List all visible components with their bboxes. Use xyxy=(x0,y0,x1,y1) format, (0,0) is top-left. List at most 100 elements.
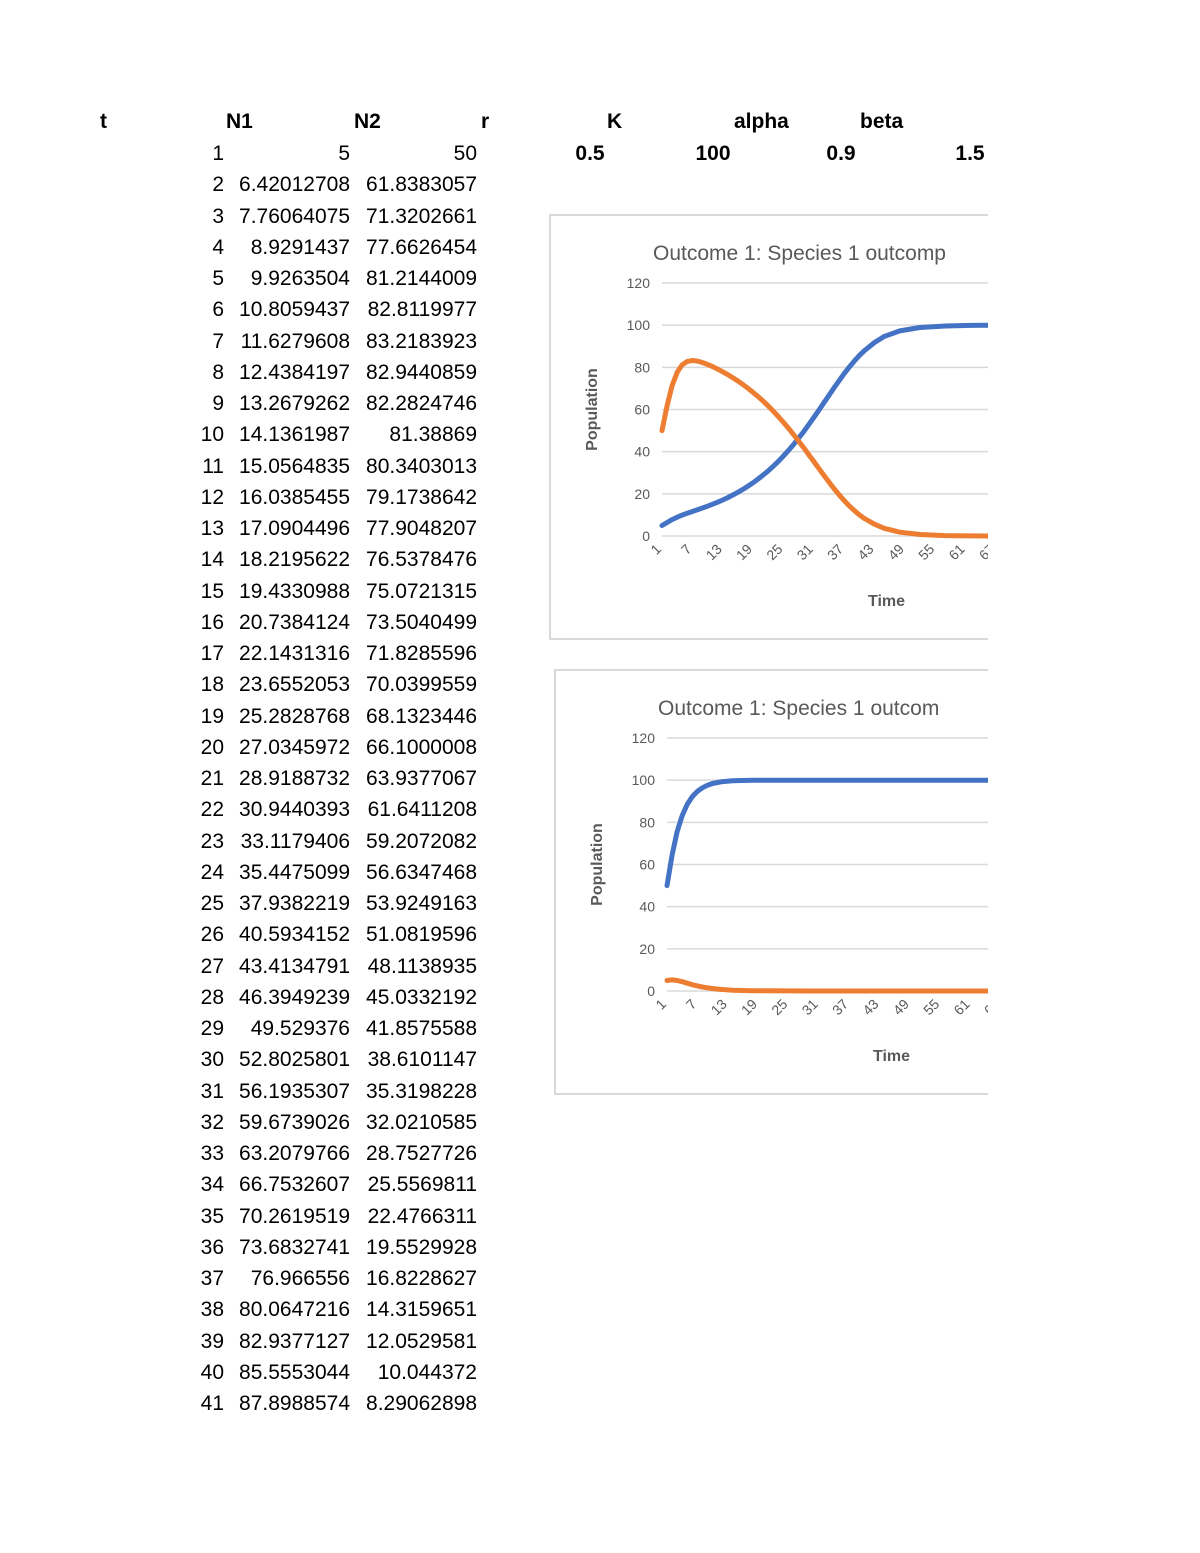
chart-1-svg: Outcome 1: Species 1 outcomp 0 20 40 60 80 100… xyxy=(584,242,988,610)
chart-1[interactable]: Outcome 1: Species 1 outcomp 0 20 40 60 80 100… xyxy=(549,214,988,640)
x-tick-label: 1 xyxy=(652,996,669,1013)
cell-n2: 66.1000008 xyxy=(366,735,477,759)
x-tick-label: 55 xyxy=(920,996,942,1018)
cell-t: 36 xyxy=(200,1235,224,1259)
y-tick-label: 40 xyxy=(639,899,655,915)
cell-n1: 16.0385455 xyxy=(239,485,350,509)
cell-n1: 56.1935307 xyxy=(239,1079,350,1103)
cell-n1: 35.4475099 xyxy=(239,860,350,884)
table-row: 3 7.76064075 71.3202661 xyxy=(0,201,500,232)
x-tick-label: 13 xyxy=(703,541,725,563)
cell-n1: 20.7384124 xyxy=(239,610,350,634)
chart-title: Outcome 1: Species 1 outcomp xyxy=(653,242,946,265)
cell-n1: 27.0345972 xyxy=(239,735,350,759)
x-tick-label: 49 xyxy=(890,996,912,1018)
cell-t: 17 xyxy=(200,642,224,665)
table-row: 15 19.4330988 75.0721315 xyxy=(0,576,500,607)
cell-n2: 51.0819596 xyxy=(366,923,477,947)
cell-n2: 63.9377067 xyxy=(366,767,477,790)
cell-n2: 41.8575588 xyxy=(366,1017,477,1040)
x-tick-label: 19 xyxy=(738,996,760,1018)
table-row: 16 20.7384124 73.5040499 xyxy=(0,607,500,638)
cell-n2: 19.5529928 xyxy=(366,1235,477,1259)
chart-2[interactable]: Outcome 1: Species 1 outcom 0 20 40 60 80 100 1… xyxy=(554,669,988,1095)
x-tick-label: 43 xyxy=(859,996,881,1018)
cell-n2: 53.9249163 xyxy=(366,892,477,915)
header-beta: beta xyxy=(860,110,904,133)
x-tick-label: 55 xyxy=(915,541,937,563)
cell-t: 2 xyxy=(212,173,224,197)
cell-t: 16 xyxy=(200,610,224,634)
cell-n1: 37.9382219 xyxy=(239,892,350,915)
table-row: 20 27.0345972 66.1000008 xyxy=(0,732,500,763)
table-row: 35 70.2619519 22.4766311 xyxy=(0,1201,500,1232)
cell-n2: 81.2144009 xyxy=(366,267,477,290)
table-row: 22 30.9440393 61.6411208 xyxy=(0,794,500,825)
cell-n1: 11.6279608 xyxy=(240,329,350,353)
cell-t: 4 xyxy=(212,235,224,259)
y-tick-label: 100 xyxy=(627,317,651,333)
cell-n1: 40.5934152 xyxy=(239,923,350,947)
cell-t: 34 xyxy=(200,1173,224,1197)
cell-n1: 8.9291437 xyxy=(250,235,350,259)
x-axis-label: Time xyxy=(873,1048,910,1065)
cell-n2: 82.9440859 xyxy=(366,360,477,384)
table-row: 12 16.0385455 79.1738642 xyxy=(0,482,500,513)
table-row: 19 25.2828768 68.1323446 xyxy=(0,701,500,732)
params-row: 0.5 100 0.9 1.5 xyxy=(0,138,1000,169)
cell-n1: 18.2195622 xyxy=(239,548,350,572)
cell-t: 39 xyxy=(200,1329,224,1353)
table-row: 24 35.4475099 56.6347468 xyxy=(0,857,500,888)
cell-t: 29 xyxy=(200,1017,224,1040)
chart-2-svg: Outcome 1: Species 1 outcom 0 20 40 60 80 100 1… xyxy=(589,697,988,1065)
cell-t: 12 xyxy=(200,485,224,509)
table-row: 6 10.8059437 82.8119977 xyxy=(0,294,500,325)
cell-n2: 83.2183923 xyxy=(366,329,477,353)
y-tick-label: 40 xyxy=(634,444,650,460)
table-row: 38 80.0647216 14.3159651 xyxy=(0,1294,500,1325)
cell-n2: 25.5569811 xyxy=(367,1173,477,1197)
cell-t: 23 xyxy=(200,829,224,853)
cell-n2: 14.3159651 xyxy=(366,1298,477,1322)
series-line-1 xyxy=(664,777,988,889)
cell-t: 18 xyxy=(200,673,224,697)
cell-n1: 6.42012708 xyxy=(239,173,350,197)
cell-n1: 22.1431316 xyxy=(239,642,350,665)
header-n2: N2 xyxy=(354,110,381,133)
cell-t: 26 xyxy=(200,923,224,947)
header-r: r xyxy=(481,110,490,133)
cell-n2: 71.8285596 xyxy=(366,642,477,665)
x-tick-label: 31 xyxy=(799,996,821,1018)
x-tick-label: 61 xyxy=(950,996,972,1018)
y-tick-label: 80 xyxy=(639,814,655,830)
cell-n2: 79.1738642 xyxy=(366,485,477,509)
x-tick-label: 7 xyxy=(678,541,695,558)
cell-t: 21 xyxy=(200,767,224,790)
y-tick-label: 120 xyxy=(627,275,651,291)
cell-n1: 33.1179406 xyxy=(240,829,350,853)
table-row: 32 59.6739026 32.0210585 xyxy=(0,1107,500,1138)
cell-t: 6 xyxy=(212,298,224,322)
cell-n1: 87.8988574 xyxy=(239,1392,350,1415)
cell-n2: 82.8119977 xyxy=(367,298,477,322)
table-row: 26 40.5934152 51.0819596 xyxy=(0,919,500,950)
cell-n2: 82.2824746 xyxy=(366,392,477,415)
cell-n2: 22.4766311 xyxy=(367,1204,477,1228)
cell-n1: 80.0647216 xyxy=(239,1298,350,1322)
series-line-2 xyxy=(659,358,988,539)
x-tick-label: 25 xyxy=(763,541,785,563)
cell-n2: 35.3198228 xyxy=(366,1079,477,1103)
cell-t: 33 xyxy=(200,1142,224,1165)
x-tick-label: 67 xyxy=(976,541,988,563)
cell-n2: 77.9048207 xyxy=(366,517,477,540)
y-tick-label: 0 xyxy=(642,528,650,544)
cell-t: 37 xyxy=(200,1267,224,1290)
cell-n1: 10.8059437 xyxy=(239,298,350,322)
table-row: 40 85.5553044 10.044372 xyxy=(0,1357,500,1388)
y-tick-label: 60 xyxy=(639,857,655,873)
cell-n2: 48.1138935 xyxy=(367,954,477,978)
cell-n1: 66.7532607 xyxy=(239,1173,350,1197)
table-row: 30 52.8025801 38.6101147 xyxy=(0,1044,500,1075)
table-row: 13 17.0904496 77.9048207 xyxy=(0,513,500,544)
x-tick-label: 37 xyxy=(824,541,846,563)
